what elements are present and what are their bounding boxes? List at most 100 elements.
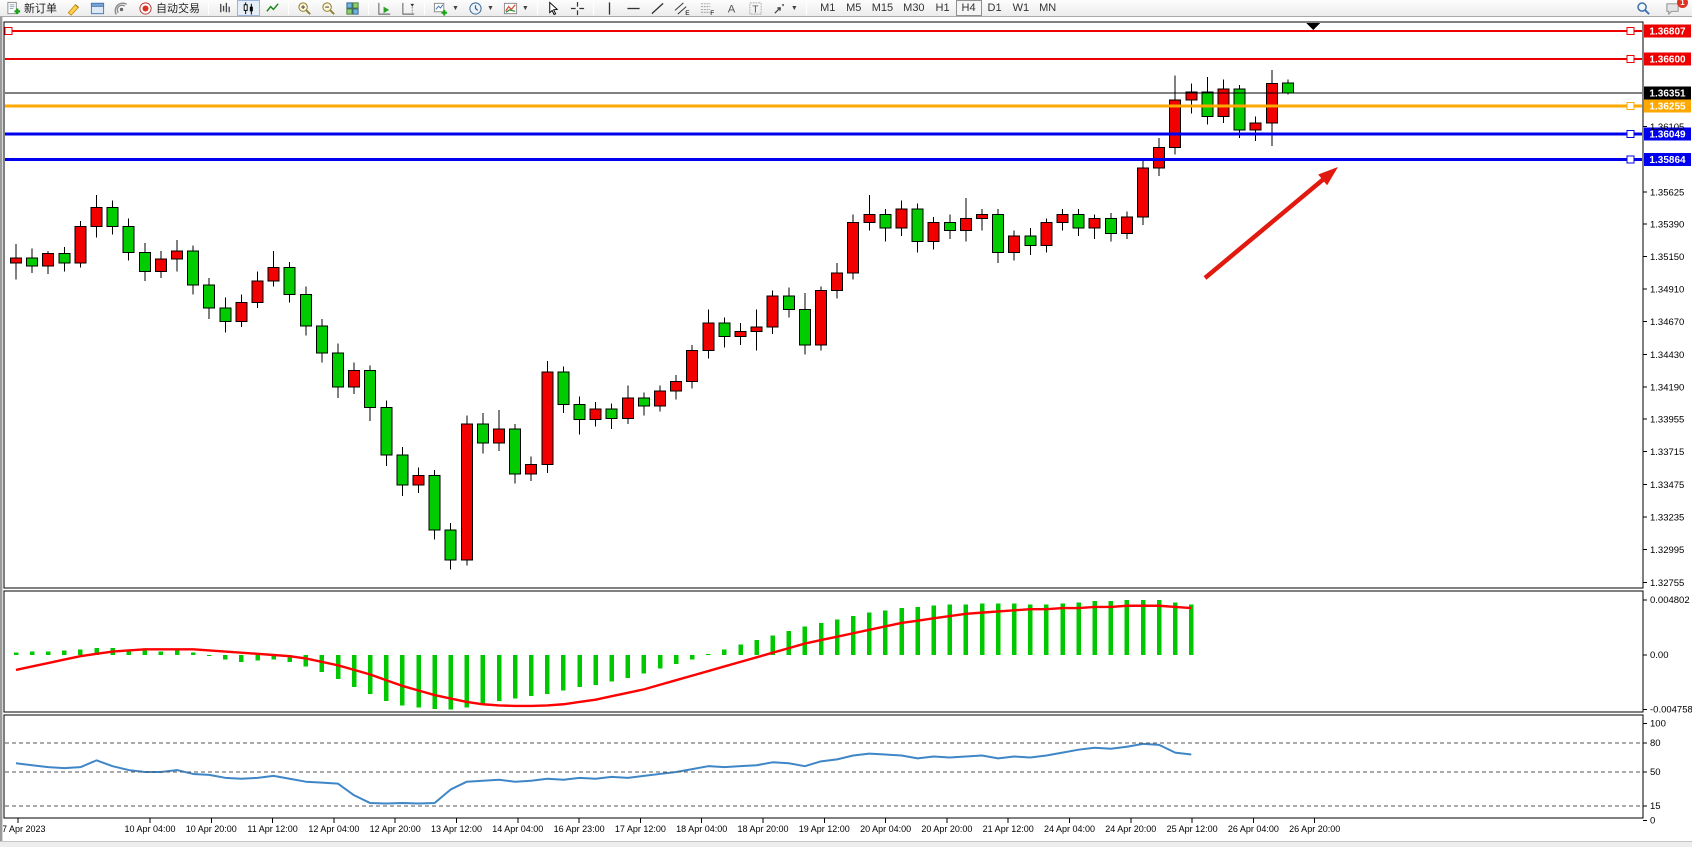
line-handle-marker[interactable]: [4, 27, 13, 35]
time-axis-label: 14 Apr 04:00: [492, 824, 543, 834]
price-axis-tick: 1.35390: [1650, 219, 1684, 230]
tf-button-M30[interactable]: M30: [898, 0, 929, 16]
candle-body: [670, 381, 683, 392]
signals-icon: [114, 2, 127, 15]
chevron-down-icon: ▼: [521, 4, 529, 12]
candle-body: [959, 217, 972, 232]
candle-body: [396, 454, 409, 486]
tf-button-MN[interactable]: MN: [1034, 0, 1061, 16]
terminal-button[interactable]: [86, 0, 109, 16]
price-label-box: [1644, 24, 1691, 38]
candle-body: [927, 221, 940, 242]
tf-button-M15[interactable]: M15: [867, 0, 898, 16]
auto-trading-button[interactable]: 自动交易: [134, 0, 204, 16]
price-label-text: 1.36351: [1649, 89, 1686, 100]
text-label-button[interactable]: T: [744, 0, 767, 16]
candle-body: [976, 213, 988, 219]
candle-body: [637, 397, 650, 407]
horizontal-line-button[interactable]: [622, 0, 645, 16]
price-label-box: [1644, 86, 1691, 100]
arrows-tool-button[interactable]: ▼: [768, 0, 802, 16]
candle-body: [106, 206, 119, 228]
line-chart-button[interactable]: [261, 0, 284, 16]
price-axis-tick: 1.35150: [1650, 252, 1684, 263]
tf-button-M1[interactable]: M1: [815, 0, 841, 16]
vertical-line-button[interactable]: [598, 0, 621, 16]
bar-chart-button[interactable]: [213, 0, 236, 16]
crosshair-button[interactable]: [566, 0, 589, 16]
line-handle-marker[interactable]: [1626, 102, 1635, 111]
auto-scroll-button[interactable]: [373, 0, 396, 16]
metaeditor-button[interactable]: [62, 0, 85, 16]
tf-button-M5[interactable]: M5: [841, 0, 867, 16]
indicators-icon: [503, 2, 517, 14]
new-chart-button[interactable]: ▼: [429, 0, 463, 16]
line-handle-marker[interactable]: [1626, 55, 1635, 64]
price-axis-tick: 1.33715: [1650, 447, 1684, 458]
indicators-button[interactable]: ▼: [499, 0, 533, 16]
candle-body: [26, 257, 39, 267]
new-order-button[interactable]: 新订单: [2, 0, 61, 16]
candle-body: [412, 474, 425, 486]
arrows-tool-icon: [774, 3, 784, 14]
candle-body: [10, 257, 22, 264]
zoom-out-button[interactable]: [317, 0, 340, 16]
notifications-button[interactable]: 1: [1661, 0, 1688, 16]
notification-badge: 1: [1677, 0, 1688, 8]
candle-body: [203, 284, 216, 309]
trendline-button[interactable]: [646, 0, 669, 16]
chart-shift-icon: [402, 2, 415, 15]
trend-arrow[interactable]: [1203, 167, 1338, 280]
macd-pane: [3, 590, 1644, 713]
time-axis-label: 20 Apr 04:00: [860, 824, 911, 834]
tile-windows-icon: [346, 1, 359, 15]
text-tool-button[interactable]: A: [720, 0, 743, 16]
chart-shift-marker[interactable]: [1306, 23, 1320, 30]
line-handle-marker[interactable]: [1626, 27, 1635, 35]
tf-button-D1[interactable]: D1: [982, 0, 1008, 16]
price-axis-tick: 1.35625: [1650, 187, 1684, 198]
price-axis-tick: 1.32755: [1650, 578, 1684, 589]
equidistant-channel-button[interactable]: E: [670, 0, 694, 16]
candlestick-chart-button[interactable]: [237, 0, 260, 16]
fibonacci-button[interactable]: F: [695, 0, 719, 16]
macd-axis-tick: -0.004758: [1650, 704, 1692, 715]
tile-windows-button[interactable]: [341, 0, 364, 16]
price-label-box: [1644, 152, 1691, 166]
text-tool-letter: A: [728, 3, 736, 15]
candle-body: [187, 250, 200, 286]
time-axis-label: 19 Apr 12:00: [799, 824, 850, 834]
line-handle-marker[interactable]: [1626, 155, 1635, 164]
new-order-label: 新订单: [24, 3, 57, 15]
candle-body: [1137, 167, 1149, 218]
signals-button[interactable]: [110, 0, 133, 16]
toolbar-separator: [592, 1, 594, 15]
time-axis-label: 12 Apr 04:00: [308, 824, 359, 834]
search-button[interactable]: [1632, 0, 1655, 16]
candle-body: [219, 307, 232, 323]
zoom-in-button[interactable]: [293, 0, 316, 16]
candle-body: [122, 226, 135, 253]
periods-button[interactable]: ▼: [464, 0, 498, 16]
line-handle-marker[interactable]: [1626, 130, 1635, 139]
candle-body: [283, 266, 296, 296]
candle-body: [348, 370, 361, 388]
candle-body: [1249, 122, 1262, 131]
candle-body: [1104, 217, 1117, 234]
candle-body: [444, 529, 457, 561]
time-axis-label: 16 Apr 23:00: [554, 824, 605, 834]
candle-body: [251, 280, 264, 304]
text-tool-icon: A: [728, 3, 736, 15]
cursor-button[interactable]: [542, 0, 565, 16]
price-axis-tick: 1.34430: [1650, 350, 1684, 361]
candle-body: [815, 289, 827, 346]
tf-button-W1[interactable]: W1: [1008, 0, 1035, 16]
tf-button-H1[interactable]: H1: [930, 0, 956, 16]
price-axis-tick: 1.33475: [1650, 480, 1684, 491]
time-axis-label: 10 Apr 20:00: [186, 824, 237, 834]
time-axis-label: 21 Apr 12:00: [983, 824, 1034, 834]
chart-shift-button[interactable]: [397, 0, 420, 16]
tf-button-H4[interactable]: H4: [955, 0, 982, 16]
